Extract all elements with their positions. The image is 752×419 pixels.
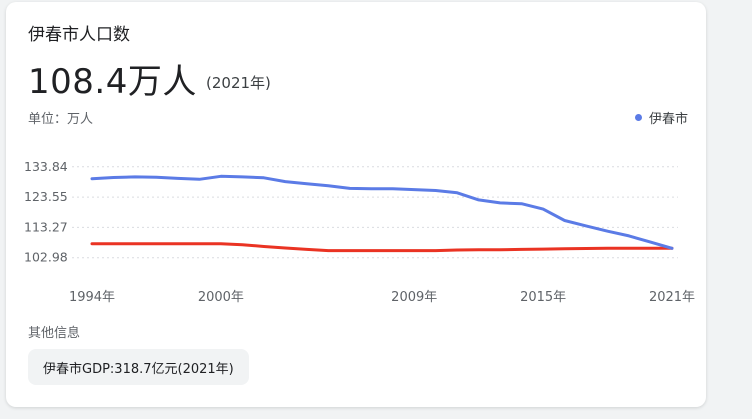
chart-legend: 伊春市 — [634, 108, 688, 127]
x-tick-label: 2015年 — [520, 290, 566, 305]
series-line-0 — [90, 174, 674, 250]
y-tick-label: 123.55 — [24, 189, 68, 204]
x-tick-label: 2000年 — [198, 290, 244, 305]
y-tick-label: 113.27 — [24, 219, 68, 234]
population-year: (2021年) — [206, 74, 271, 92]
x-tick-label: 2021年 — [649, 290, 695, 305]
population-line-chart: 133.84 123.55 113.27 102.98 1994年 2000年 2009年 2… — [24, 159, 695, 305]
y-tick-label: 133.84 — [24, 159, 68, 174]
other-info-label: 其他信息 — [28, 326, 81, 341]
gdp-chip[interactable]: 伊春市GDP:318.7亿元(2021年) — [28, 349, 249, 385]
legend-dot-icon — [634, 114, 642, 121]
series-line-1 — [90, 242, 674, 253]
unit-label: 单位：万人 — [28, 112, 94, 127]
population-value: 108.4万人 — [28, 62, 197, 102]
population-card: 伊春市人口数 108.4万人 (2021年) 单位：万人 伊春市 133.84 1… — [6, 2, 706, 407]
x-tick-label: 1994年 — [69, 290, 115, 305]
y-tick-label: 102.98 — [24, 250, 68, 265]
legend-label: 伊春市 — [648, 112, 688, 127]
card-title: 伊春市人口数 — [28, 25, 130, 45]
x-tick-label: 2009年 — [391, 290, 437, 305]
